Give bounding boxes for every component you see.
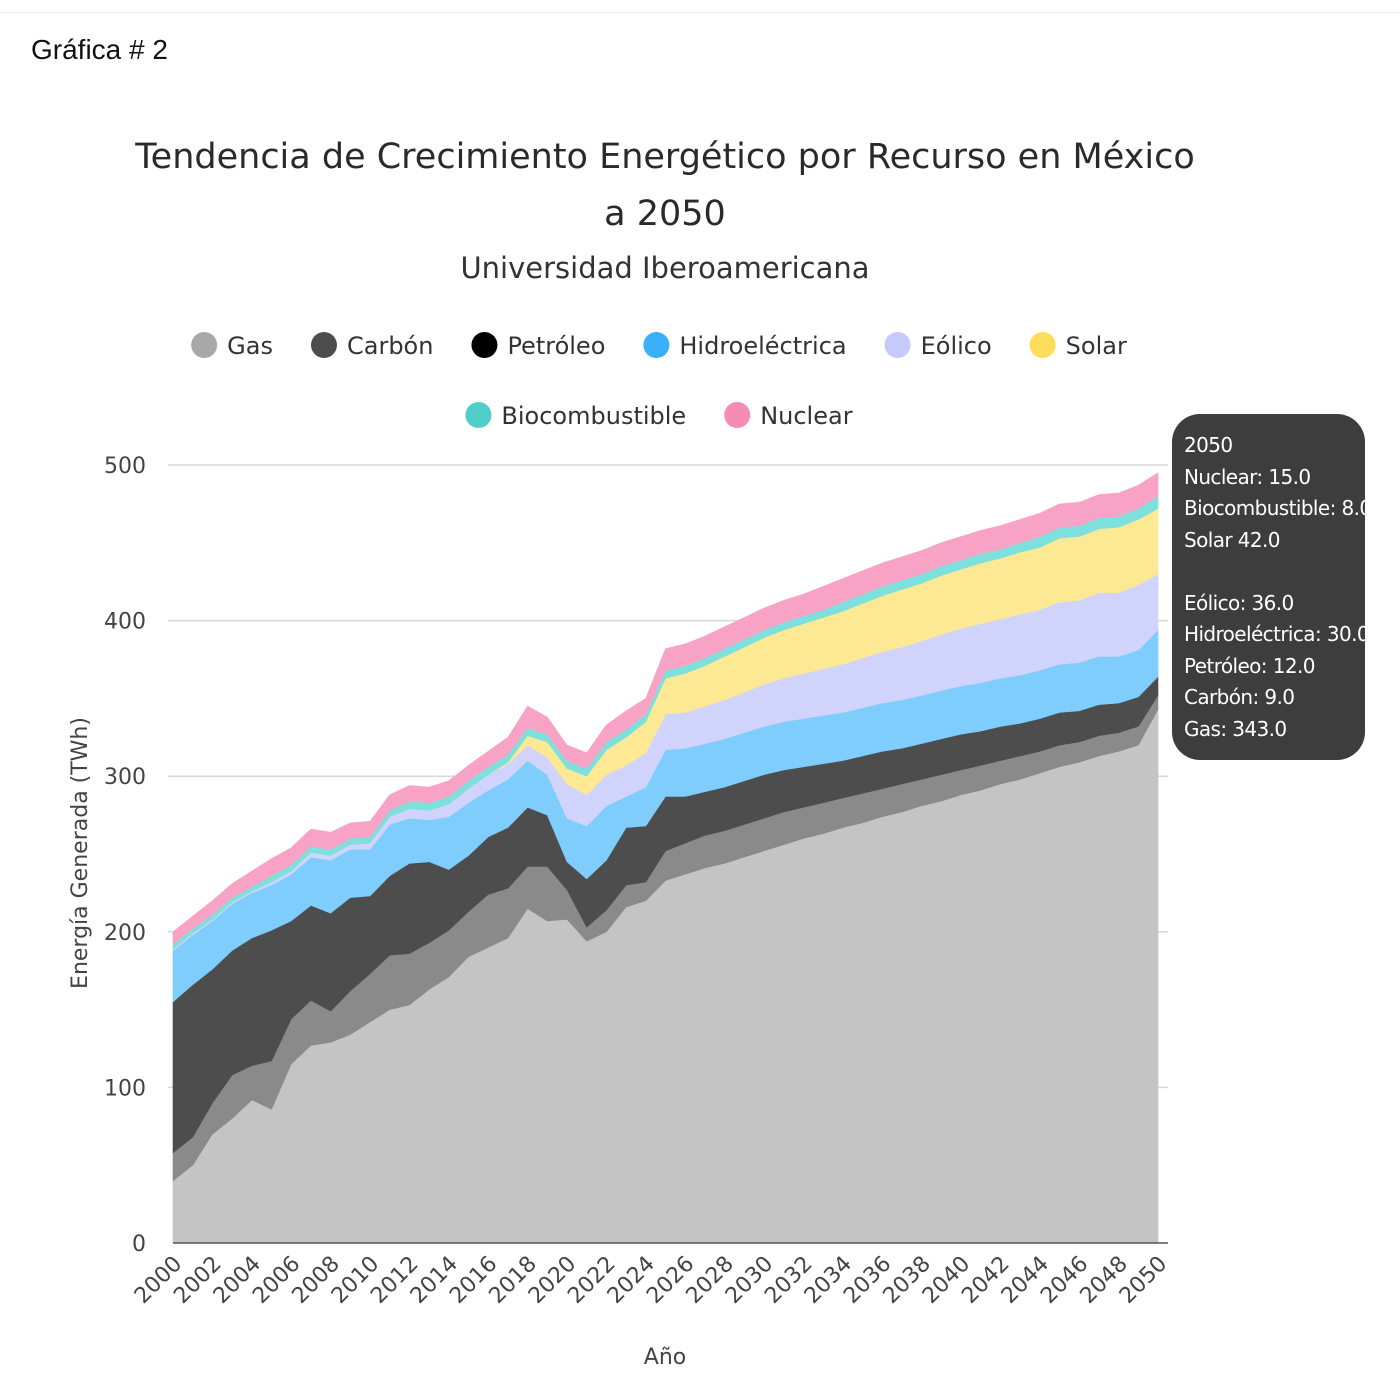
y-tick-label: 400 [104,610,146,635]
legend-swatch-hidroelectrica [643,332,670,358]
legend-label-eolico[interactable]: Eólico [921,332,992,360]
tooltip-solar: Solar 42.0 [1184,527,1280,552]
legend-swatch-biocombustible [465,402,492,428]
y-tick-label: 300 [104,765,146,790]
tooltip-eolico: Eólico: 36.0 [1184,590,1294,615]
tooltip-petroleo: Petróleo: 12.0 [1184,653,1315,678]
tooltip-carbon: Carbón: 9.0 [1184,685,1295,709]
y-tick-label: 100 [104,1076,146,1101]
legend-swatch-petroleo [471,332,498,358]
legend-label-carbon[interactable]: Carbón [347,332,433,360]
legend: Gas Carbón Petróleo Hidroeléctrica Eólico Sol… [191,332,1127,430]
area-nuclear[interactable] [172,472,1159,945]
legend-swatch-carbon [310,332,337,358]
legend-label-biocombustible[interactable]: Biocombustible [501,402,686,430]
chart-title-line-1: Tendencia de Crecimiento Energético por … [134,137,1195,177]
tooltip-hidroelectrica: Hidroeléctrica: 30.0 [1184,622,1370,646]
y-axis-title: Energía Generada (TWh) [68,717,93,989]
legend-swatch-nuclear [724,402,751,428]
y-tick-label: 200 [104,921,146,946]
chart-subtitle: Universidad Iberoamericana [460,251,869,285]
y-tick-label: 500 [104,454,146,479]
tooltip-nuclear: Nuclear: 15.0 [1184,464,1311,489]
legend-label-nuclear[interactable]: Nuclear [760,402,853,430]
legend-label-solar[interactable]: Solar [1066,332,1127,360]
tooltip-gas: Gas: 343.0 [1184,716,1287,741]
top-divider [0,12,1400,13]
legend-swatch-gas [191,332,218,358]
legend-label-gas[interactable]: Gas [227,332,273,360]
legend-label-petroleo[interactable]: Petróleo [507,332,605,360]
legend-label-hidroelectrica[interactable]: Hidroeléctrica [679,332,846,360]
tooltip-biocombustible: Biocombustible: 8.0 [1184,496,1372,520]
legend-swatch-eolico [884,332,911,358]
page-label: Gráfica # 2 [31,34,168,65]
area-series [172,472,1159,1244]
x-axis-title: Año [644,1345,686,1370]
y-tick-label: 0 [132,1232,146,1257]
hover-tooltip: 2050 Nuclear: 15.0 Biocombustible: 8.0 S… [1172,414,1372,760]
chart-title-line-2: a 2050 [604,194,726,234]
legend-swatch-solar [1029,332,1056,358]
tooltip-year: 2050 [1184,433,1233,457]
